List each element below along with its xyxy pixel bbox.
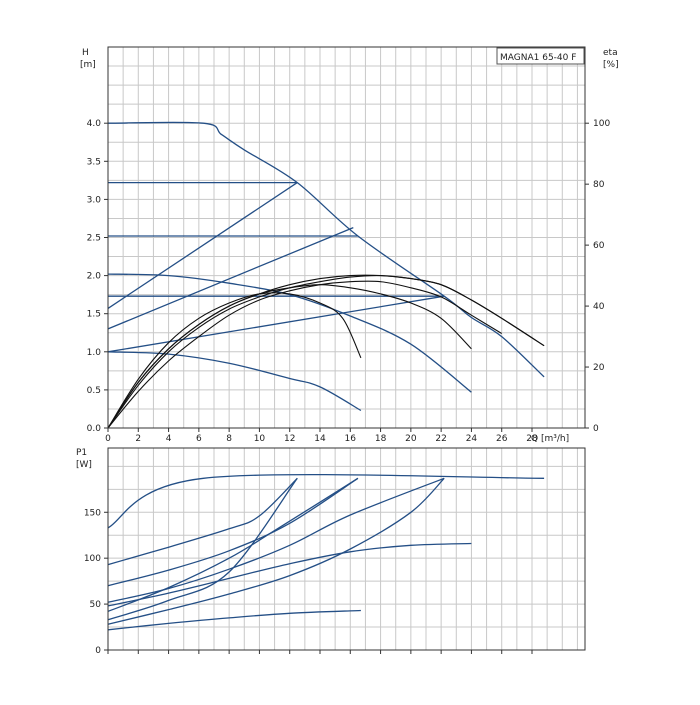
x-tick-label: 12 bbox=[284, 434, 295, 444]
head-curve-7 bbox=[107, 295, 445, 353]
eta-tick-label: 60 bbox=[593, 241, 605, 251]
x-tick-label: 18 bbox=[375, 434, 387, 444]
x-tick-label: 24 bbox=[466, 434, 478, 444]
head-axis-label: H bbox=[82, 48, 89, 58]
eta-tick-label: 100 bbox=[593, 119, 610, 129]
x-tick-label: 4 bbox=[166, 434, 172, 444]
power-tick-label: 100 bbox=[84, 554, 101, 564]
x-tick-label: 2 bbox=[135, 434, 141, 444]
x-tick-label: 0 bbox=[105, 434, 111, 444]
head-tick-label: 3.5 bbox=[87, 157, 101, 167]
x-tick-label: 8 bbox=[226, 434, 232, 444]
efficiency-curve-4 bbox=[107, 284, 472, 429]
power-curve-2 bbox=[107, 477, 298, 566]
x-tick-label: 6 bbox=[196, 434, 202, 444]
power-tick-label: 0 bbox=[95, 646, 101, 656]
x-tick-label: 22 bbox=[435, 434, 446, 444]
model-label-box: MAGNA1 65-40 F bbox=[496, 47, 585, 65]
x-tick-label: 28 bbox=[526, 434, 538, 444]
head-curve-6 bbox=[107, 226, 354, 330]
head-tick-label: 0.0 bbox=[87, 424, 102, 434]
power-curve-6 bbox=[107, 477, 359, 613]
head-curve-5 bbox=[107, 182, 298, 309]
eta-tick-label: 0 bbox=[593, 424, 599, 434]
power-chart-grid bbox=[108, 448, 585, 650]
x-tick-label: 14 bbox=[314, 434, 326, 444]
power-axis-unit: [W] bbox=[76, 460, 92, 470]
head-tick-label: 2.5 bbox=[87, 234, 101, 244]
head-tick-label: 3.0 bbox=[87, 195, 102, 205]
eta-tick-label: 80 bbox=[593, 180, 605, 190]
head-curve-8 bbox=[107, 273, 472, 393]
x-tick-label: 26 bbox=[496, 434, 508, 444]
power-curve-8 bbox=[107, 542, 472, 607]
efficiency-curve-3 bbox=[107, 280, 502, 429]
head-chart-grid bbox=[108, 47, 585, 428]
head-curve-9 bbox=[107, 351, 362, 412]
power-axis-label: P1 bbox=[76, 448, 87, 458]
head-tick-label: 0.5 bbox=[87, 386, 101, 396]
model-label: MAGNA1 65-40 F bbox=[500, 53, 576, 63]
power-tick-label: 50 bbox=[90, 600, 102, 610]
power-tick-label: 150 bbox=[84, 508, 101, 518]
head-axis-unit: [m] bbox=[80, 60, 96, 70]
x-tick-label: 10 bbox=[254, 434, 266, 444]
head-curve-1 bbox=[107, 121, 545, 378]
head-tick-label: 1.5 bbox=[87, 310, 101, 320]
power-curve-7 bbox=[107, 477, 445, 625]
x-tick-label: 16 bbox=[345, 434, 357, 444]
x-tick-label: 20 bbox=[405, 434, 417, 444]
flow-axis-label: Q [m³/h] bbox=[531, 434, 569, 444]
power-curves bbox=[107, 473, 545, 631]
efficiency-curves bbox=[107, 274, 545, 429]
power-curve-9 bbox=[107, 609, 361, 631]
power-curve-5 bbox=[107, 477, 298, 621]
head-tick-label: 2.0 bbox=[87, 272, 102, 282]
power-curve-3 bbox=[107, 477, 359, 587]
efficiency-curve-2 bbox=[107, 274, 545, 429]
eta-tick-label: 20 bbox=[593, 363, 605, 373]
head-tick-label: 4.0 bbox=[87, 119, 102, 129]
head-chart-ticks: 0 2 4 6 8 10 12 14 16 18 20 22 24 26 280.00.51.01.52.0… bbox=[87, 119, 611, 444]
power-chart-frame bbox=[107, 447, 586, 651]
eta-axis-unit: [%] bbox=[603, 60, 619, 70]
power-chart-ticks: 0 50 100 150 bbox=[84, 508, 533, 656]
power-curve-4 bbox=[107, 477, 445, 603]
power-curve-1 bbox=[107, 473, 545, 529]
efficiency-curve-5 bbox=[107, 292, 362, 429]
eta-axis-label: eta bbox=[603, 48, 618, 58]
head-curves bbox=[107, 121, 545, 412]
head-tick-label: 1.0 bbox=[87, 348, 102, 358]
eta-tick-label: 40 bbox=[593, 302, 605, 312]
